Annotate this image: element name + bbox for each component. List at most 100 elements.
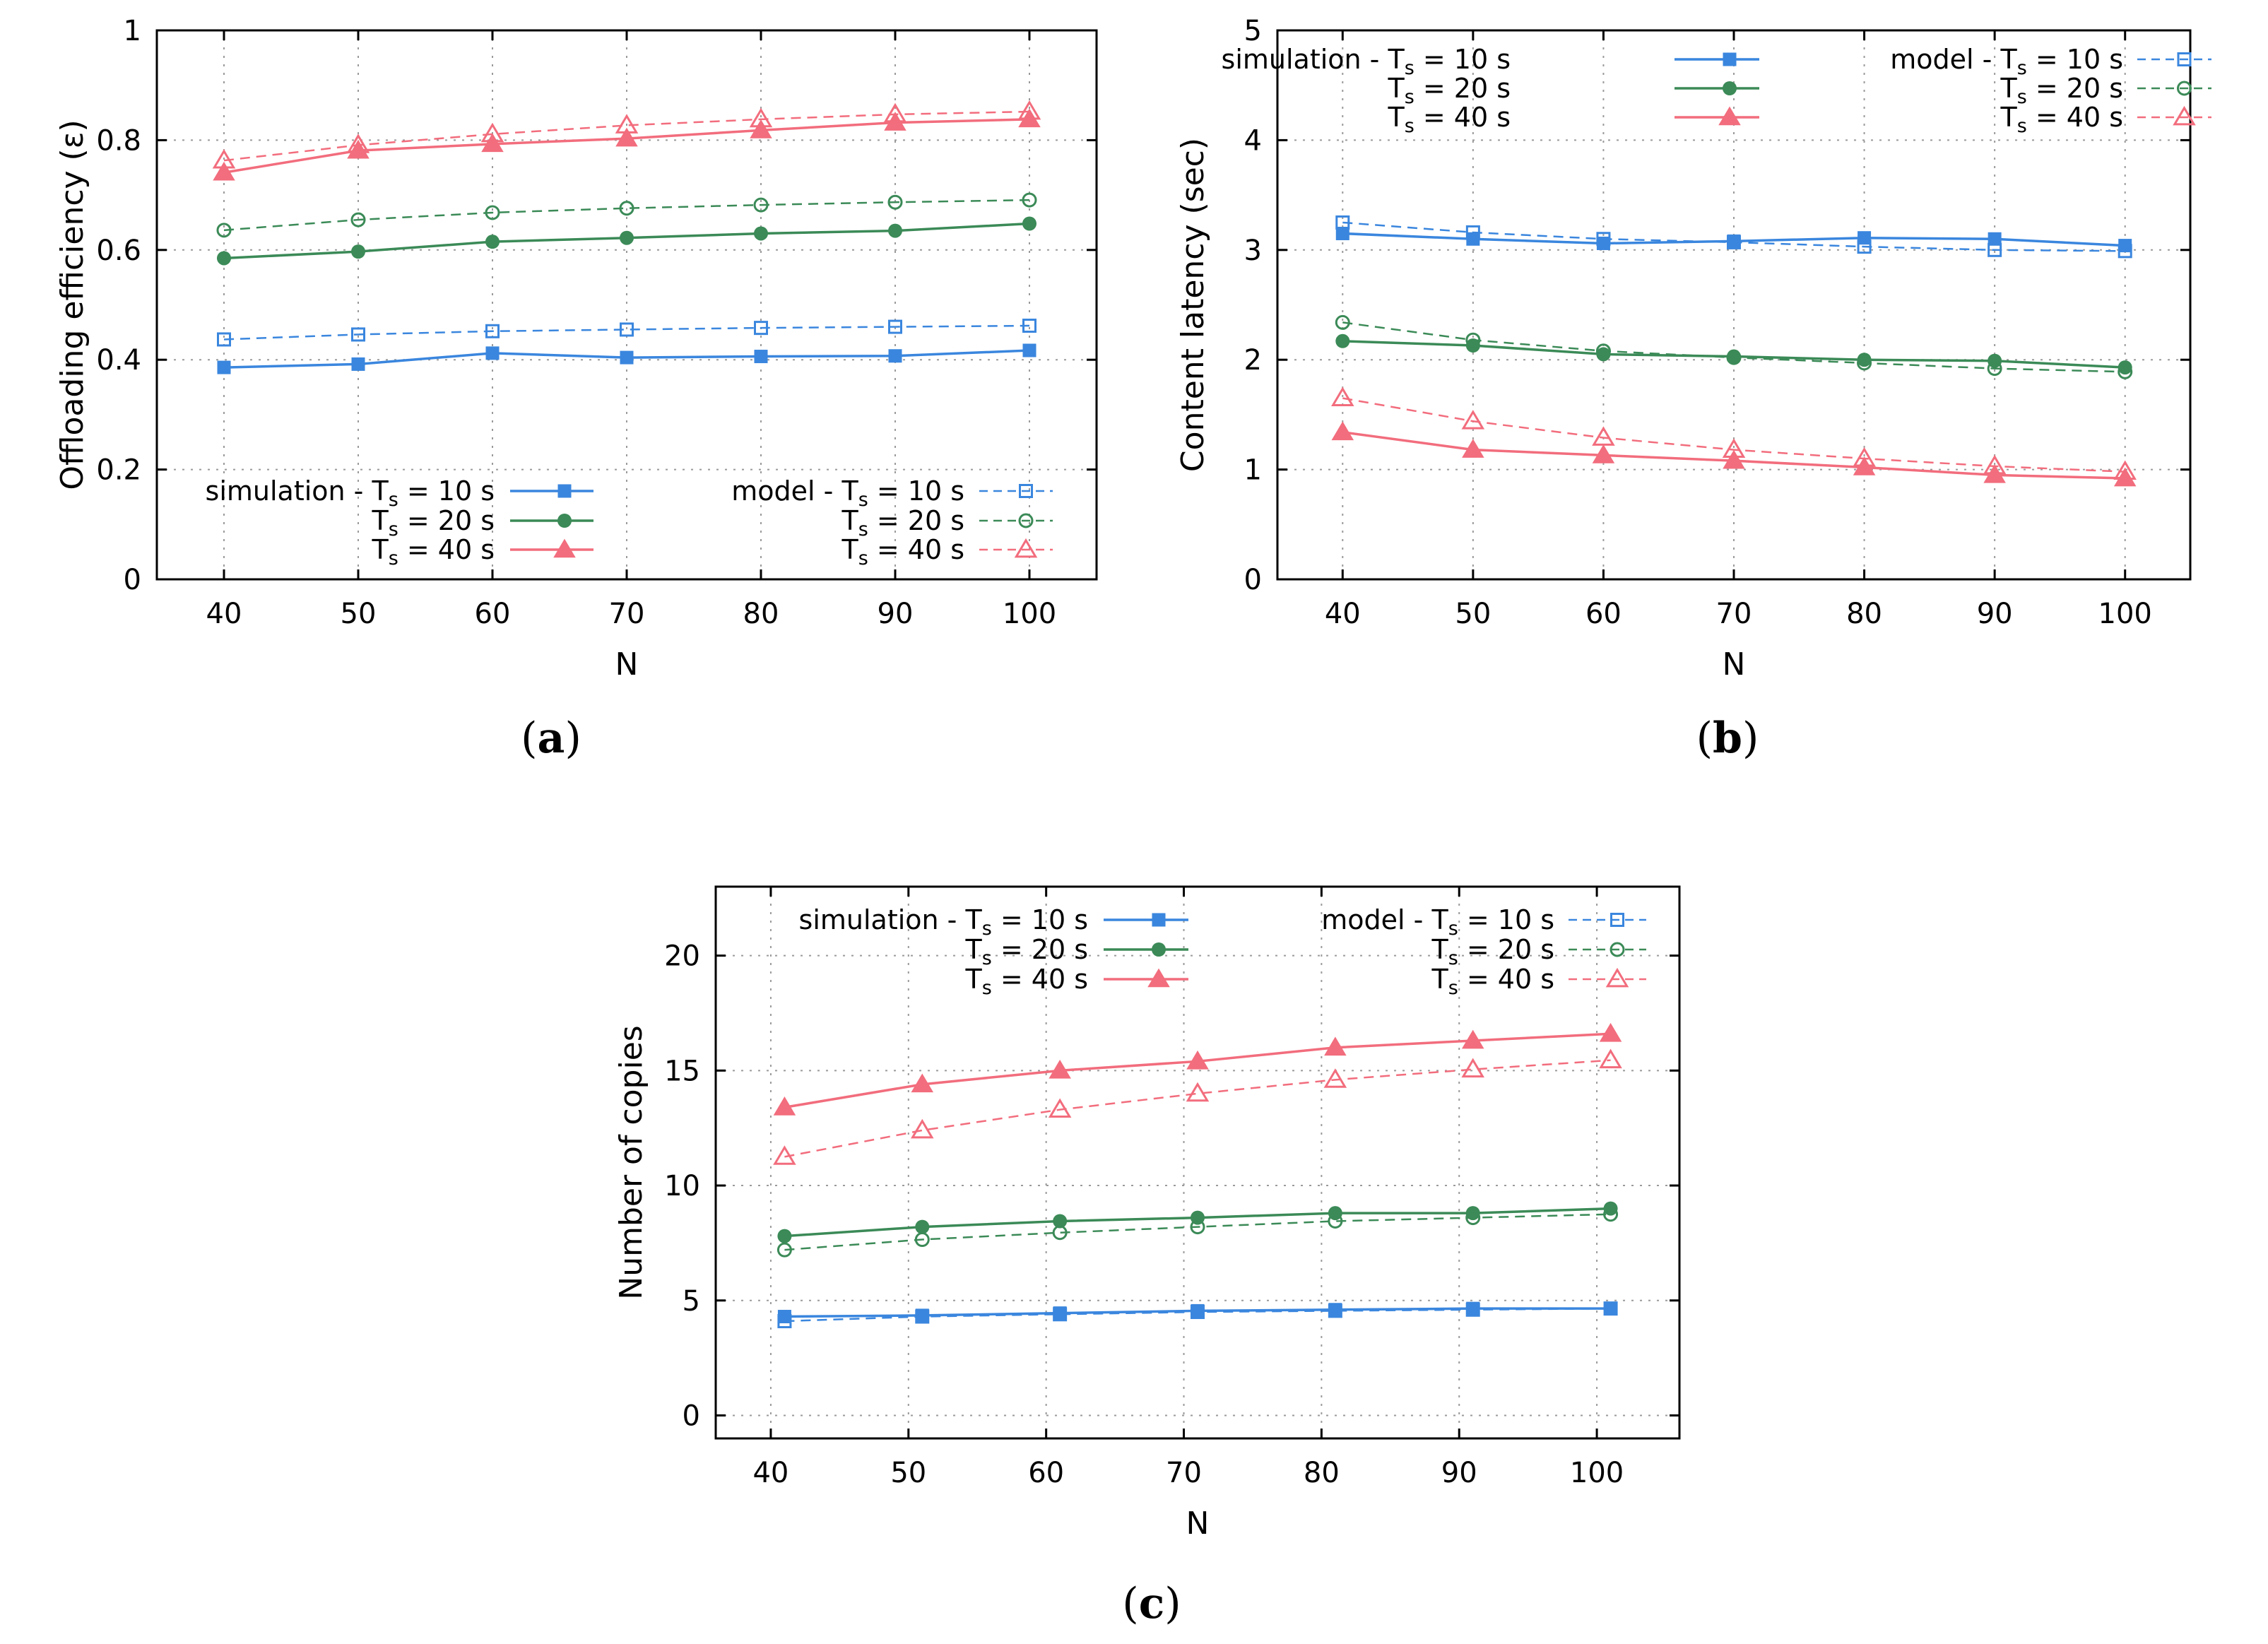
legend-prefix: T <box>371 505 389 536</box>
legend-subscript: s <box>2017 115 2027 137</box>
y-tick-label: 0 <box>1244 564 1262 596</box>
legend-prefix: T <box>1431 964 1448 995</box>
data-point <box>1331 421 1354 441</box>
legend-suffix: = 20 s <box>868 505 964 536</box>
legend-suffix: = 40 s <box>992 964 1088 995</box>
legend: simulation - Ts = 10 s model - Ts = 10 sT… <box>1222 44 2211 137</box>
series-model-Ts40 <box>1331 386 2137 480</box>
x-axis-label: N <box>1186 1506 1210 1542</box>
data-point <box>1596 232 1611 247</box>
legend-marker <box>2173 105 2196 126</box>
data-point <box>911 1118 934 1139</box>
y-tick-label: 0.2 <box>96 454 141 487</box>
data-point <box>1335 314 1350 330</box>
y-tick-label: 0.4 <box>96 344 141 377</box>
data-point <box>212 148 236 169</box>
legend-subscript: s <box>982 918 992 940</box>
legend-marker <box>1152 913 1166 927</box>
data-point <box>485 346 500 360</box>
data-point <box>1727 235 1741 249</box>
data-point <box>350 212 366 227</box>
y-tick-label: 1 <box>1244 454 1262 487</box>
y-tick-label: 10 <box>664 1170 700 1202</box>
x-tick-label: 100 <box>1003 598 1056 630</box>
y-tick-label: 5 <box>1244 15 1262 47</box>
legend-prefix: model - T <box>1321 904 1448 935</box>
legend-subscript: s <box>389 548 398 569</box>
data-point <box>1722 438 1746 459</box>
legend-marker <box>1723 81 1737 95</box>
legend-subscript: s <box>389 519 398 540</box>
data-point <box>754 350 768 364</box>
series-simulation-Ts40 <box>213 108 1041 181</box>
data-point <box>1853 447 1876 467</box>
data-point <box>1328 1213 1343 1229</box>
data-point <box>620 350 634 365</box>
y-tick-label: 15 <box>664 1055 700 1087</box>
data-point <box>480 122 504 143</box>
y-tick-label: 5 <box>683 1285 700 1318</box>
y-tick-label: 0.6 <box>96 235 141 267</box>
plot-frame <box>714 885 1681 1440</box>
legend-prefix: T <box>841 534 858 565</box>
legend-label-simulation: simulation - Ts = 10 s <box>206 475 495 511</box>
data-point <box>1022 216 1036 231</box>
legend-subscript: s <box>1405 86 1414 108</box>
data-point <box>1331 386 1354 406</box>
legend-prefix: T <box>841 505 858 536</box>
data-point <box>1596 236 1610 250</box>
data-point <box>915 1308 929 1323</box>
series-model-Ts10 <box>777 1301 1618 1329</box>
legend-subscript: s <box>982 947 992 969</box>
data-point <box>887 194 903 210</box>
caption-letter: c <box>1139 1579 1165 1628</box>
data-point <box>217 360 231 374</box>
chart-a: 40 50 60 70 80 90 100 0 0.2 0.4 0.6 0.8 1 N Offloading… <box>54 15 1098 763</box>
data-point <box>1603 1301 1618 1316</box>
data-point <box>1462 439 1484 458</box>
data-point <box>485 324 500 338</box>
series-simulation-Ts10 <box>217 343 1036 374</box>
x-tick-label: 60 <box>1028 1457 1064 1489</box>
data-point <box>1328 1303 1342 1318</box>
data-point <box>615 127 638 147</box>
legend-subscript: s <box>1405 115 1414 137</box>
caption-paren: ) <box>1742 714 1759 763</box>
x-tick-label: 100 <box>2098 598 2152 630</box>
chart-c: 40 50 60 70 80 90 100 0 5 10 15 20 N Number of copies… <box>613 885 1681 1628</box>
series-model-Ts40 <box>212 100 1041 169</box>
series-line <box>223 110 1030 162</box>
legend-subscript: s <box>1405 57 1414 79</box>
legend-subscript: s <box>389 489 398 511</box>
data-point <box>1727 234 1741 248</box>
data-point <box>1723 449 1745 469</box>
data-point <box>347 139 370 159</box>
chart-b: 40 50 60 70 80 90 100 0 1 2 3 4 5 N Content latency (s… <box>1175 15 2211 763</box>
y-tick-label: 0 <box>124 564 141 596</box>
legend-prefix: T <box>964 934 982 965</box>
y-tick-label: 4 <box>1244 124 1262 157</box>
data-point <box>1461 410 1485 430</box>
data-point <box>1465 1302 1480 1317</box>
legend-subscript: s <box>858 519 868 540</box>
y-tick-label: 20 <box>664 940 700 973</box>
legend-suffix: = 20 s <box>992 934 1088 965</box>
data-point <box>911 1073 934 1093</box>
x-tick-label: 80 <box>1304 1457 1340 1489</box>
x-tick-label: 40 <box>1325 598 1361 630</box>
legend-suffix: = 20 s <box>1458 934 1554 965</box>
data-point <box>914 1232 930 1248</box>
legend-prefix: simulation - T <box>799 904 983 935</box>
legend-suffix: = 20 s <box>2027 73 2123 104</box>
data-point <box>2118 364 2133 379</box>
x-tick-label: 90 <box>878 598 914 630</box>
series-model-Ts20 <box>216 192 1037 238</box>
series-simulation-Ts40 <box>773 1022 1622 1116</box>
caption-paren: ( <box>521 714 537 763</box>
series-line <box>1342 221 2125 252</box>
data-point <box>2113 460 2137 480</box>
legend-subscript: s <box>858 548 868 569</box>
data-point <box>1335 226 1349 240</box>
data-point <box>1323 1068 1347 1088</box>
legend-suffix: = 10 s <box>1458 904 1554 935</box>
